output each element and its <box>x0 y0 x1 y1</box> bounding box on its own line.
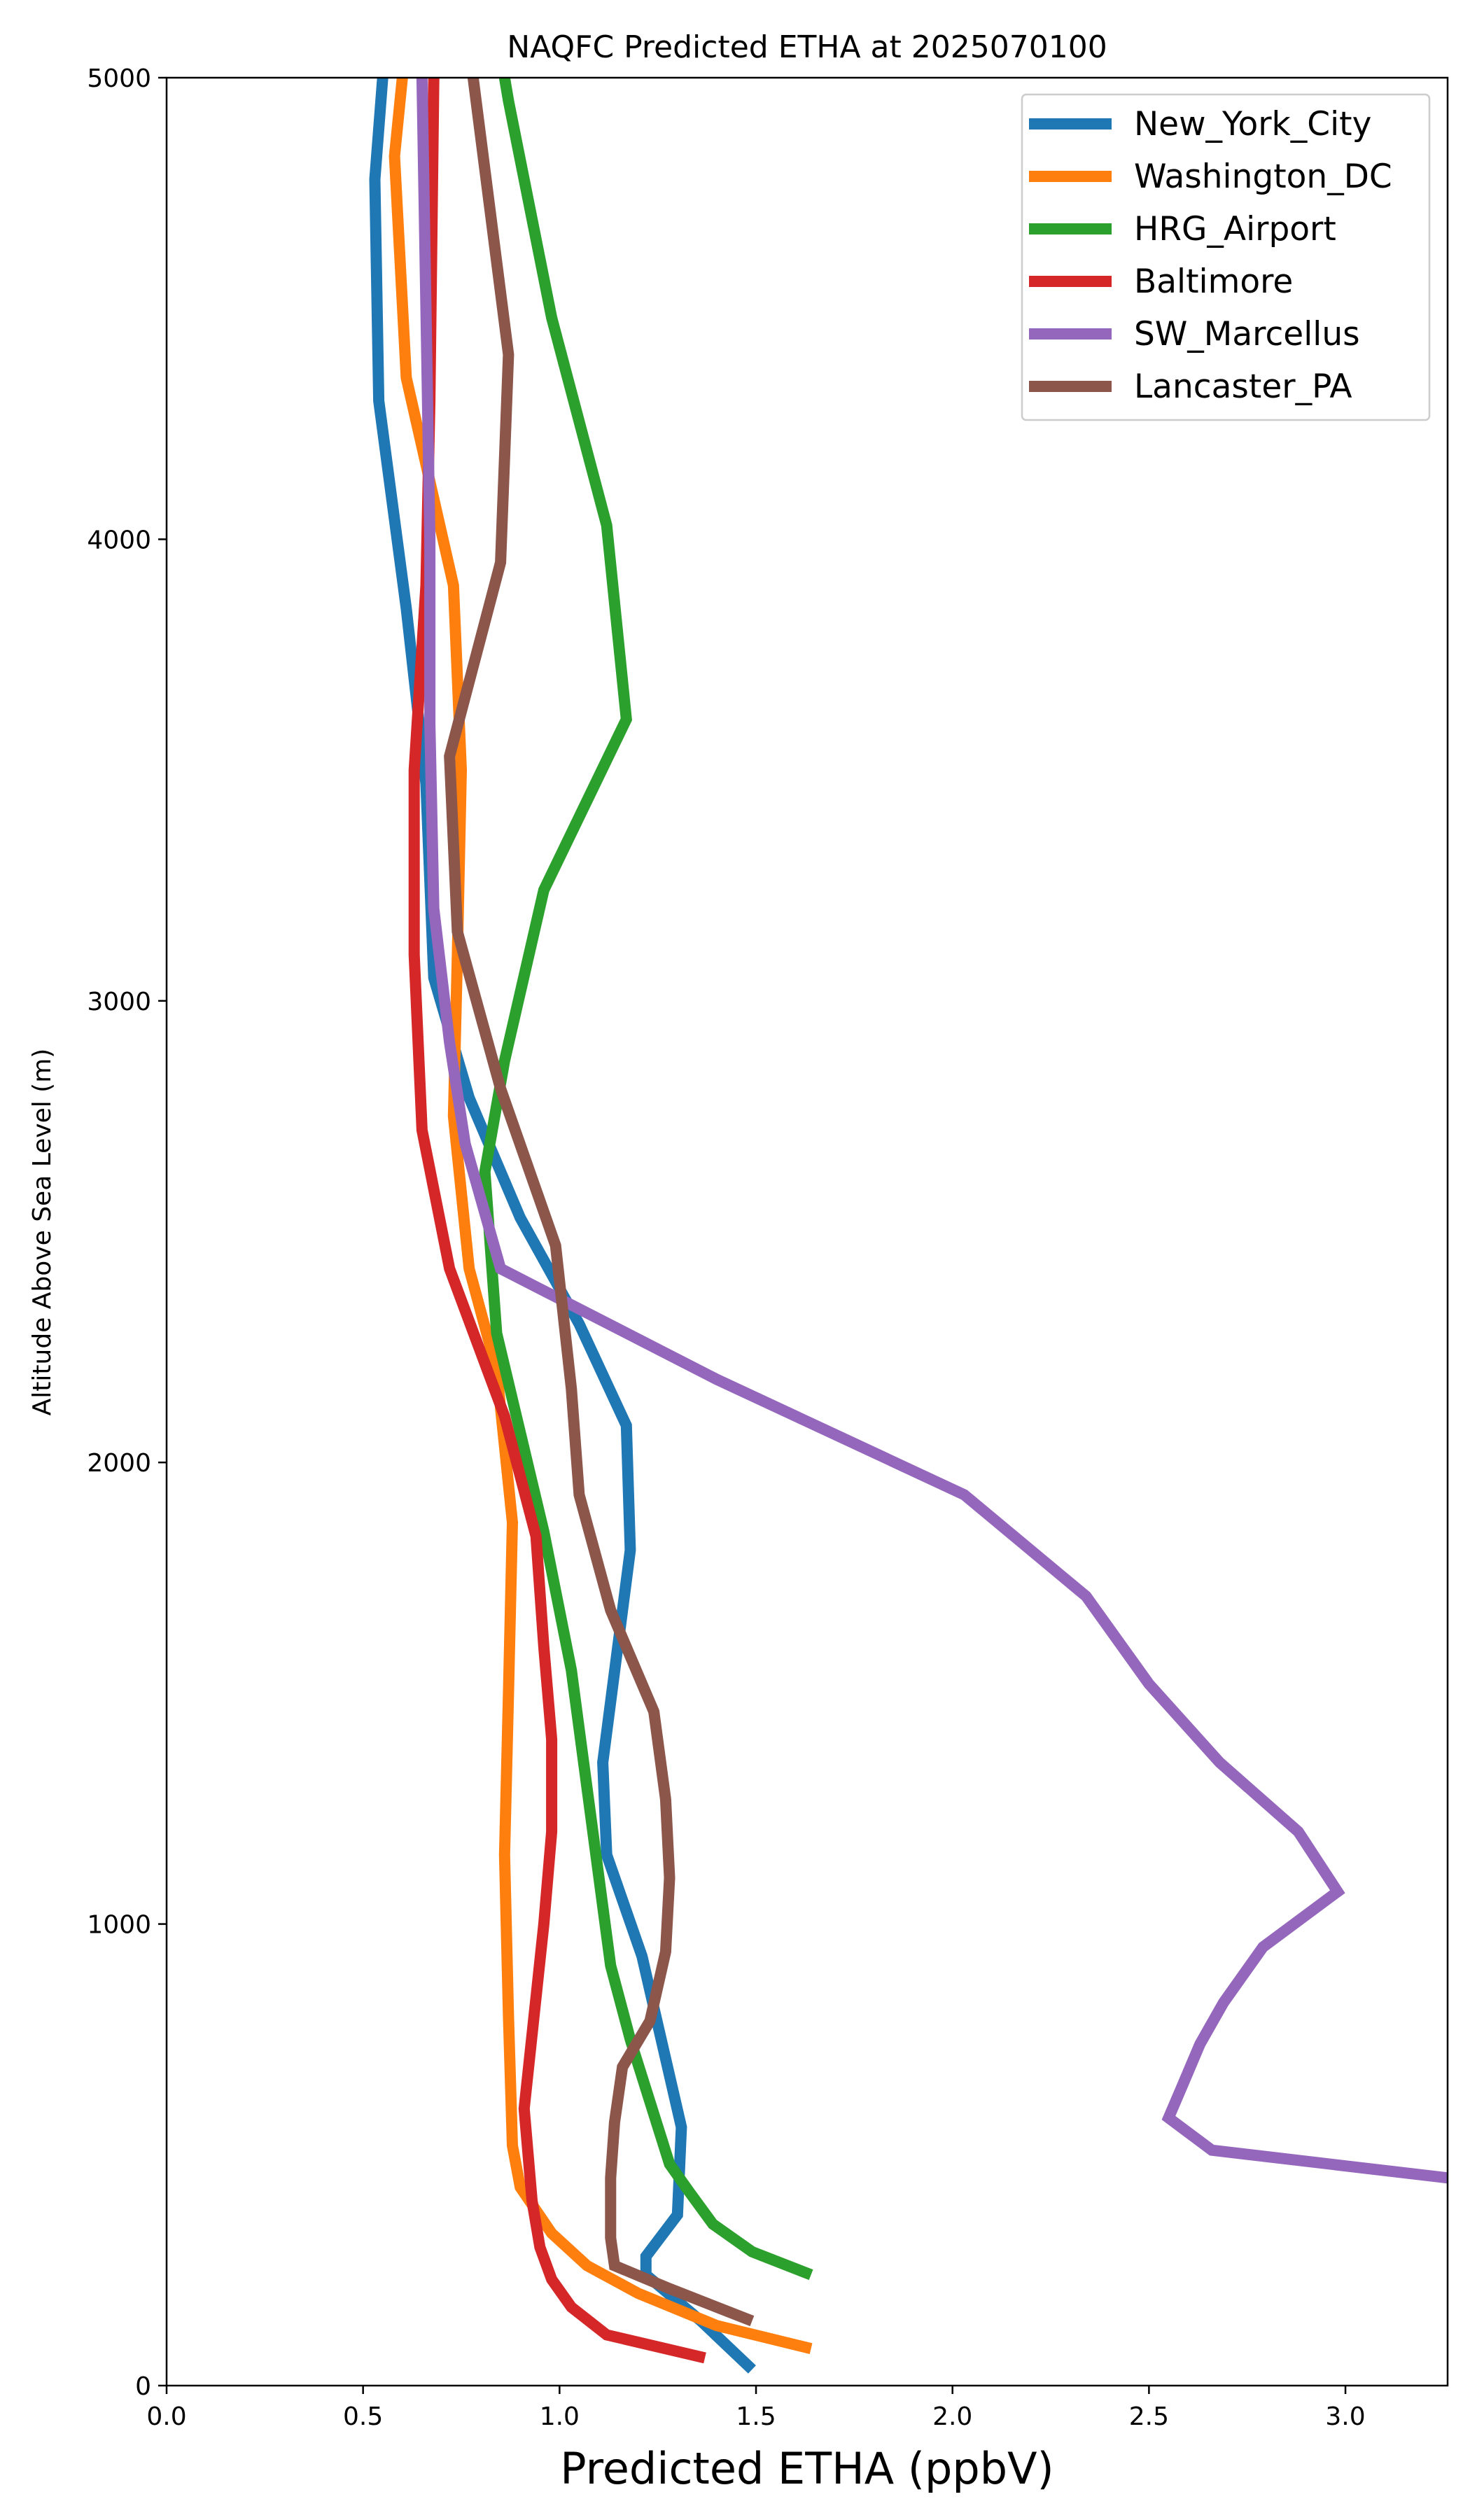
x-tick-label: 1.0 <box>540 2402 580 2431</box>
series-line-washington-dc <box>388 78 813 2354</box>
legend-label: SW_Marcellus <box>1134 315 1360 354</box>
series-line-baltimore <box>408 78 706 2364</box>
x-tick-label: 0.5 <box>343 2402 383 2431</box>
axes: 0.0 0.5 1.0 1.5 2.0 2.5 3.0 0 1000 2000 3000 4000 50… <box>87 64 1449 2431</box>
y-tick-label: 2000 <box>87 1449 151 1478</box>
y-tick-label: 3000 <box>87 988 151 1016</box>
series-line-new-york-city <box>369 78 756 2374</box>
series-line-sw-marcellus <box>416 78 1448 2184</box>
y-tick-label: 5000 <box>87 64 151 93</box>
legend: New_York_City Washington_DC HRG_Airport Bal… <box>1021 93 1431 421</box>
series-line-lancaster-pa <box>444 78 755 2327</box>
y-axis-label: Altitude Above Sea Level (m) <box>28 1049 57 1416</box>
x-tick-label: 1.5 <box>736 2402 776 2431</box>
legend-label: HRG_Airport <box>1134 210 1336 248</box>
x-tick-label: 0.0 <box>146 2402 186 2431</box>
y-tick-label: 0 <box>135 2372 151 2401</box>
plot-area <box>369 78 1448 2374</box>
axes-frame <box>165 76 1449 2387</box>
x-tick-label: 2.0 <box>932 2402 972 2431</box>
legend-label: New_York_City <box>1134 105 1371 144</box>
x-axis-label: Predicted ETHA (ppbV) <box>560 2443 1054 2494</box>
chart-title: NAQFC Predicted ETHA at 2025070100 <box>507 29 1107 65</box>
legend-label: Washington_DC <box>1134 158 1392 196</box>
legend-box <box>1021 93 1431 421</box>
legend-label: Lancaster_PA <box>1134 368 1352 406</box>
series-line-hrg-airport <box>479 78 813 2281</box>
y-tick-label: 1000 <box>87 1911 151 1940</box>
y-tick-label: 4000 <box>87 526 151 554</box>
legend-label: Baltimore <box>1134 262 1293 301</box>
x-tick-label: 3.0 <box>1325 2402 1365 2431</box>
x-tick-label: 2.5 <box>1129 2402 1169 2431</box>
